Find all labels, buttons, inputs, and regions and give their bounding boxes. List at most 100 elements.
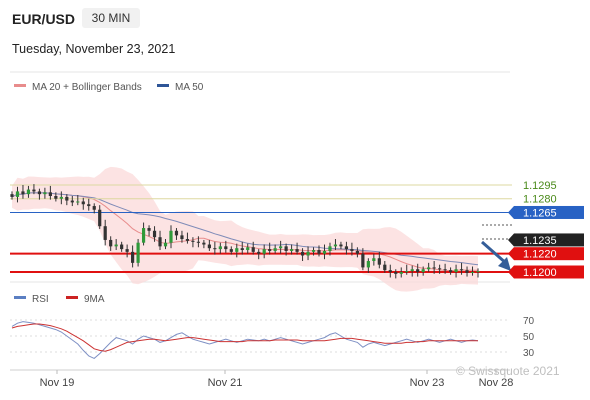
candle-body bbox=[109, 239, 113, 247]
candle-body bbox=[37, 191, 42, 195]
rsi-tick-50: 50 bbox=[523, 332, 535, 343]
candle-body bbox=[361, 253, 365, 268]
legend-ma50-label: MA 50 bbox=[175, 82, 204, 93]
candle-body bbox=[131, 251, 135, 263]
candle-body bbox=[399, 272, 403, 274]
symbol-label: EUR/USD bbox=[12, 11, 75, 27]
candle-body bbox=[470, 272, 475, 273]
candle-body bbox=[438, 268, 442, 270]
candle-body bbox=[229, 249, 233, 252]
candle-body bbox=[377, 258, 381, 265]
date-label: Tuesday, November 23, 2021 bbox=[12, 42, 175, 56]
candle-body bbox=[311, 250, 316, 252]
price-tag-label: 1.1235 bbox=[523, 235, 557, 247]
ma20-line bbox=[11, 192, 479, 272]
price-tag-pointer bbox=[508, 265, 514, 279]
candle-body bbox=[213, 248, 217, 250]
candle-body bbox=[98, 209, 102, 227]
x-tick-label: Nov 19 bbox=[40, 377, 75, 389]
candle-body bbox=[339, 244, 343, 247]
candle-body bbox=[459, 269, 464, 271]
candle-body bbox=[43, 192, 47, 195]
price-tag-label: 1.1280 bbox=[523, 194, 557, 206]
candle-body bbox=[273, 248, 277, 251]
ma50-line bbox=[11, 192, 479, 266]
legend-ma20-label: MA 20 + Bollinger Bands bbox=[32, 82, 142, 93]
candle-body bbox=[141, 228, 146, 243]
candle-body bbox=[158, 237, 162, 247]
candle-body bbox=[251, 247, 255, 252]
price-tag-label: 1.1265 bbox=[523, 207, 557, 219]
candle-body bbox=[383, 264, 387, 271]
legend-rsi-swatch bbox=[14, 296, 26, 299]
candle-body bbox=[92, 206, 96, 210]
price-tag-pointer bbox=[508, 247, 514, 261]
candle-body bbox=[48, 192, 52, 196]
candle-body bbox=[202, 242, 206, 245]
candle-body bbox=[300, 251, 305, 256]
candle-body bbox=[174, 230, 179, 236]
candle-body bbox=[147, 228, 151, 231]
price-tag-box bbox=[514, 247, 584, 261]
candle-body bbox=[10, 194, 14, 197]
rsi-9ma-line bbox=[11, 323, 478, 352]
candle-body bbox=[366, 261, 370, 268]
candle-body bbox=[32, 189, 36, 192]
candle-body bbox=[257, 251, 261, 254]
candle-body bbox=[328, 246, 332, 251]
candle-body bbox=[476, 271, 480, 273]
candle-body bbox=[235, 248, 239, 252]
x-tick-label: Nov 21 bbox=[208, 377, 243, 389]
candle-body bbox=[416, 269, 420, 272]
rsi-tick-30: 30 bbox=[523, 348, 535, 359]
candle-body bbox=[240, 248, 244, 251]
x-tick-label: Nov 23 bbox=[410, 377, 445, 389]
candle-body bbox=[268, 249, 272, 251]
candlesticks bbox=[10, 184, 480, 279]
price-tag-label: 1.1295 bbox=[523, 180, 557, 192]
candle-body bbox=[70, 200, 74, 203]
candle-body bbox=[54, 195, 58, 199]
candle-body bbox=[421, 269, 425, 272]
candle-body bbox=[26, 189, 31, 195]
candle-body bbox=[191, 240, 195, 242]
candle-body bbox=[125, 249, 129, 252]
candle-body bbox=[350, 249, 354, 251]
candle-body bbox=[65, 196, 69, 201]
timeframe-badge[interactable] bbox=[82, 8, 140, 28]
forecast-arrow bbox=[481, 240, 511, 271]
rsi-tick-70: 70 bbox=[523, 316, 535, 327]
legend-9ma-swatch bbox=[66, 296, 78, 299]
candle-body bbox=[59, 196, 63, 199]
price-tag-box bbox=[514, 233, 584, 247]
candle-body bbox=[224, 246, 228, 250]
candle-body bbox=[443, 269, 447, 271]
candle-body bbox=[284, 246, 288, 251]
candle-body bbox=[372, 258, 376, 262]
candle-body bbox=[76, 201, 80, 203]
candle-body bbox=[333, 244, 338, 247]
candle-body bbox=[21, 191, 25, 195]
legend-rsi-label: RSI bbox=[32, 294, 49, 305]
candle-body bbox=[180, 235, 184, 240]
legend-ma50-swatch bbox=[157, 84, 169, 87]
candle-body bbox=[306, 251, 310, 256]
candle-body bbox=[355, 250, 359, 254]
candle-body bbox=[394, 272, 398, 274]
candle-body bbox=[163, 242, 168, 247]
candle-body bbox=[262, 249, 266, 254]
candle-body bbox=[136, 242, 140, 263]
candle-body bbox=[432, 267, 436, 269]
x-axis-ticks bbox=[56, 370, 497, 374]
candle-body bbox=[81, 201, 85, 205]
candle-body bbox=[388, 270, 392, 272]
price-tag-label: 1.1220 bbox=[523, 249, 557, 261]
legend-9ma-label: 9MA bbox=[84, 294, 105, 305]
candle-body bbox=[317, 250, 321, 254]
candle-body bbox=[114, 244, 118, 247]
candle-body bbox=[120, 244, 124, 250]
watermark: © Swissquote 2021 bbox=[456, 364, 560, 378]
rsi-line bbox=[11, 321, 479, 359]
